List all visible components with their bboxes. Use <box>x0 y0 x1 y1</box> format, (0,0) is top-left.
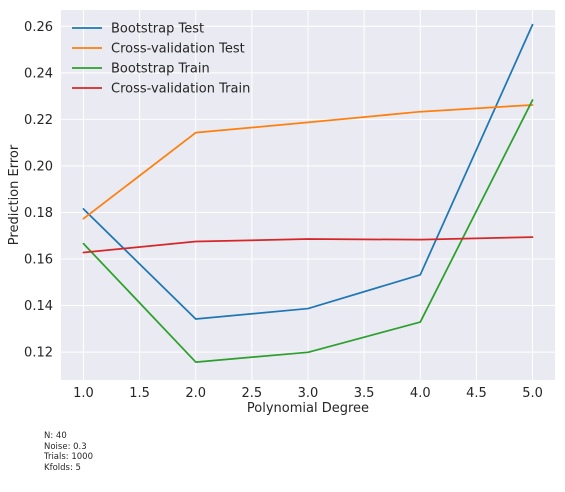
x-tick-label: 1.0 <box>73 386 94 401</box>
x-tick-label: 5.0 <box>522 386 543 401</box>
param-n: N: 40 <box>44 431 67 441</box>
series-lines <box>82 23 534 363</box>
x-tick-label: 4.5 <box>466 386 487 401</box>
x-tick-label: 4.0 <box>410 386 431 401</box>
y-tick-label: 0.16 <box>24 252 53 267</box>
x-tick-label: 3.5 <box>354 386 375 401</box>
series-line-cross-validation-test <box>82 104 534 220</box>
x-tick-label: 2.5 <box>242 386 263 401</box>
y-tick-label: 0.24 <box>24 66 53 81</box>
legend-label-cross-validation-train: Cross-validation Train <box>111 82 250 97</box>
y-tick-label: 0.18 <box>24 206 53 221</box>
run-parameters-note: N: 40 Noise: 0.3 Trials: 1000 Kfolds: 5 <box>44 431 93 473</box>
y-axis-label: Prediction Error <box>7 144 22 245</box>
x-tick-label: 1.5 <box>129 386 150 401</box>
series-line-bootstrap-train <box>82 99 534 363</box>
x-tick-label: 3.0 <box>298 386 319 401</box>
series-line-bootstrap-test <box>82 23 534 320</box>
y-tick-label: 0.22 <box>24 113 53 128</box>
x-tick-labels: 1.0 1.5 2.0 2.5 3.0 3.5 4.0 4.5 5.0 <box>73 386 543 401</box>
x-tick-label: 2.0 <box>185 386 206 401</box>
legend-label-bootstrap-test: Bootstrap Test <box>111 22 204 37</box>
y-tick-label: 0.20 <box>24 159 53 174</box>
param-noise: Noise: 0.3 <box>44 441 87 452</box>
line-chart: 1.0 1.5 2.0 2.5 3.0 3.5 4.0 4.5 5.0 0.12 0.14 0.16… <box>7 10 555 416</box>
y-tick-label: 0.26 <box>24 20 53 35</box>
y-tick-label: 0.14 <box>24 299 53 314</box>
param-kfolds: Kfolds: 5 <box>44 462 81 473</box>
x-axis-label: Polynomial Degree <box>247 401 369 416</box>
series-line-cross-validation-train <box>82 236 534 254</box>
legend: Bootstrap Test Cross-validation Test Boots… <box>72 22 250 97</box>
param-trials: Trials: 1000 <box>44 452 93 462</box>
y-tick-label: 0.12 <box>24 346 53 361</box>
y-tick-labels: 0.12 0.14 0.16 0.18 0.20 0.22 0.24 0.26 <box>24 20 53 361</box>
legend-label-cross-validation-test: Cross-validation Test <box>111 42 245 57</box>
legend-label-bootstrap-train: Bootstrap Train <box>111 62 210 77</box>
